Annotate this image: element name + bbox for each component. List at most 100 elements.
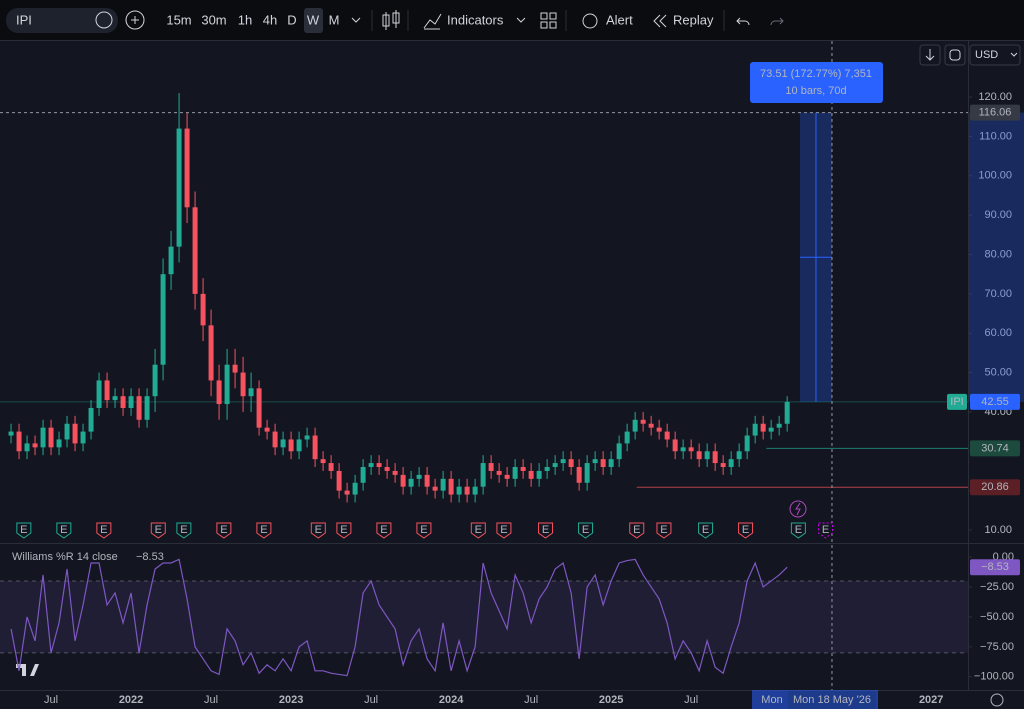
candle-body — [48, 427, 54, 448]
interval[interactable]: M — [329, 12, 340, 27]
candle-body — [472, 486, 478, 495]
interval[interactable]: W — [307, 12, 320, 27]
candle-body — [72, 423, 78, 444]
reset-button[interactable] — [944, 44, 966, 66]
candle-body — [568, 459, 574, 468]
replay-button[interactable]: Replay — [673, 12, 714, 27]
candle-body — [768, 427, 774, 432]
candle-body — [96, 380, 102, 408]
y-tick-label: 90.00 — [984, 209, 1012, 221]
indicator-last-bg — [970, 559, 1020, 576]
add-symbol[interactable] — [125, 10, 145, 30]
candle-body — [504, 474, 510, 479]
candle-body — [664, 431, 670, 440]
last-price-bg — [970, 393, 1020, 410]
earnings-marker — [176, 522, 192, 539]
undo[interactable] — [736, 17, 750, 26]
earnings-label: E — [660, 524, 667, 536]
candle-body — [528, 470, 534, 479]
y-tick-label: −100.00 — [974, 671, 1014, 683]
candle-body — [464, 486, 470, 495]
y-tick-label: 120.00 — [978, 91, 1012, 103]
dividend-icon[interactable] — [789, 500, 807, 518]
earnings-marker — [470, 522, 486, 539]
earnings-marker — [310, 522, 326, 539]
replay-icon[interactable] — [653, 14, 667, 28]
candle-body — [360, 467, 366, 483]
earnings-marker — [818, 522, 834, 539]
candle-body — [344, 490, 350, 495]
x-tick-label: 2027 — [919, 694, 943, 706]
currency-box[interactable] — [969, 44, 1021, 66]
indicator-line — [10, 558, 788, 677]
earnings-marker — [336, 522, 352, 539]
candle-body — [352, 482, 358, 495]
interval[interactable]: 15m — [166, 12, 191, 27]
measure-tooltip — [750, 62, 883, 103]
candle-body — [312, 435, 318, 460]
currency[interactable]: USD — [975, 49, 998, 61]
earnings-label: E — [180, 524, 187, 536]
candle-body — [240, 372, 246, 397]
symbol-search[interactable] — [6, 8, 118, 33]
settings[interactable] — [990, 693, 1004, 707]
chart-type[interactable] — [382, 10, 400, 30]
candle-body — [424, 474, 430, 487]
earnings-label: E — [260, 524, 267, 536]
earnings-label: E — [795, 524, 802, 536]
candle-body — [368, 463, 374, 468]
candle-body — [152, 364, 158, 397]
candle-body — [560, 459, 566, 464]
symbol-icon[interactable] — [95, 11, 113, 29]
earnings-marker — [376, 522, 392, 539]
x-tick-label: Jul — [364, 694, 378, 706]
price-line-label-bg — [970, 479, 1020, 496]
candle-body — [192, 207, 198, 294]
earnings-label: E — [822, 524, 829, 536]
candle-body — [704, 451, 710, 460]
candle-body — [536, 470, 542, 479]
earnings-label: E — [340, 524, 347, 536]
interval[interactable]: 4h — [263, 12, 277, 27]
indicators-button[interactable]: Indicators — [447, 12, 504, 27]
indicators-icon[interactable] — [423, 13, 442, 30]
alert-button[interactable]: Alert — [606, 12, 633, 27]
x-tick-label: Jul — [524, 694, 538, 706]
interval[interactable]: 1h — [238, 12, 252, 27]
earnings-marker — [738, 522, 754, 539]
candle-body — [752, 423, 758, 436]
x-tick-label: 2024 — [439, 694, 464, 706]
y-tick-label: −50.00 — [980, 611, 1014, 623]
layouts[interactable] — [540, 12, 557, 29]
x-tick-label: Jul — [204, 694, 218, 706]
earnings-label: E — [582, 524, 589, 536]
earnings-marker — [578, 522, 594, 539]
candle-body — [168, 246, 174, 275]
scale-button[interactable] — [919, 44, 941, 66]
y-tick-label: −75.00 — [980, 641, 1014, 653]
candle-body — [216, 380, 222, 405]
candle-body — [288, 439, 294, 452]
price-line-label-bg — [970, 440, 1020, 457]
interval-menu[interactable] — [351, 17, 361, 23]
indicators-menu[interactable] — [516, 17, 526, 23]
x-tick-label: Jul — [44, 694, 58, 706]
candle-body — [184, 128, 190, 208]
symbol[interactable]: IPI — [16, 12, 32, 27]
candle-body — [776, 423, 782, 428]
candle-body — [512, 467, 518, 479]
indicator-last: −8.53 — [981, 561, 1009, 573]
candle-body — [728, 459, 734, 468]
earnings-marker — [496, 522, 512, 539]
interval[interactable]: D — [287, 12, 296, 27]
candle-body — [8, 431, 14, 436]
price-line-label: 20.86 — [981, 481, 1009, 493]
interval[interactable]: 30m — [201, 12, 226, 27]
redo[interactable] — [770, 17, 784, 26]
last-price: 42.55 — [981, 396, 1009, 408]
candle-body — [672, 439, 678, 452]
earnings-label: E — [702, 524, 709, 536]
alert-icon[interactable] — [582, 13, 598, 29]
